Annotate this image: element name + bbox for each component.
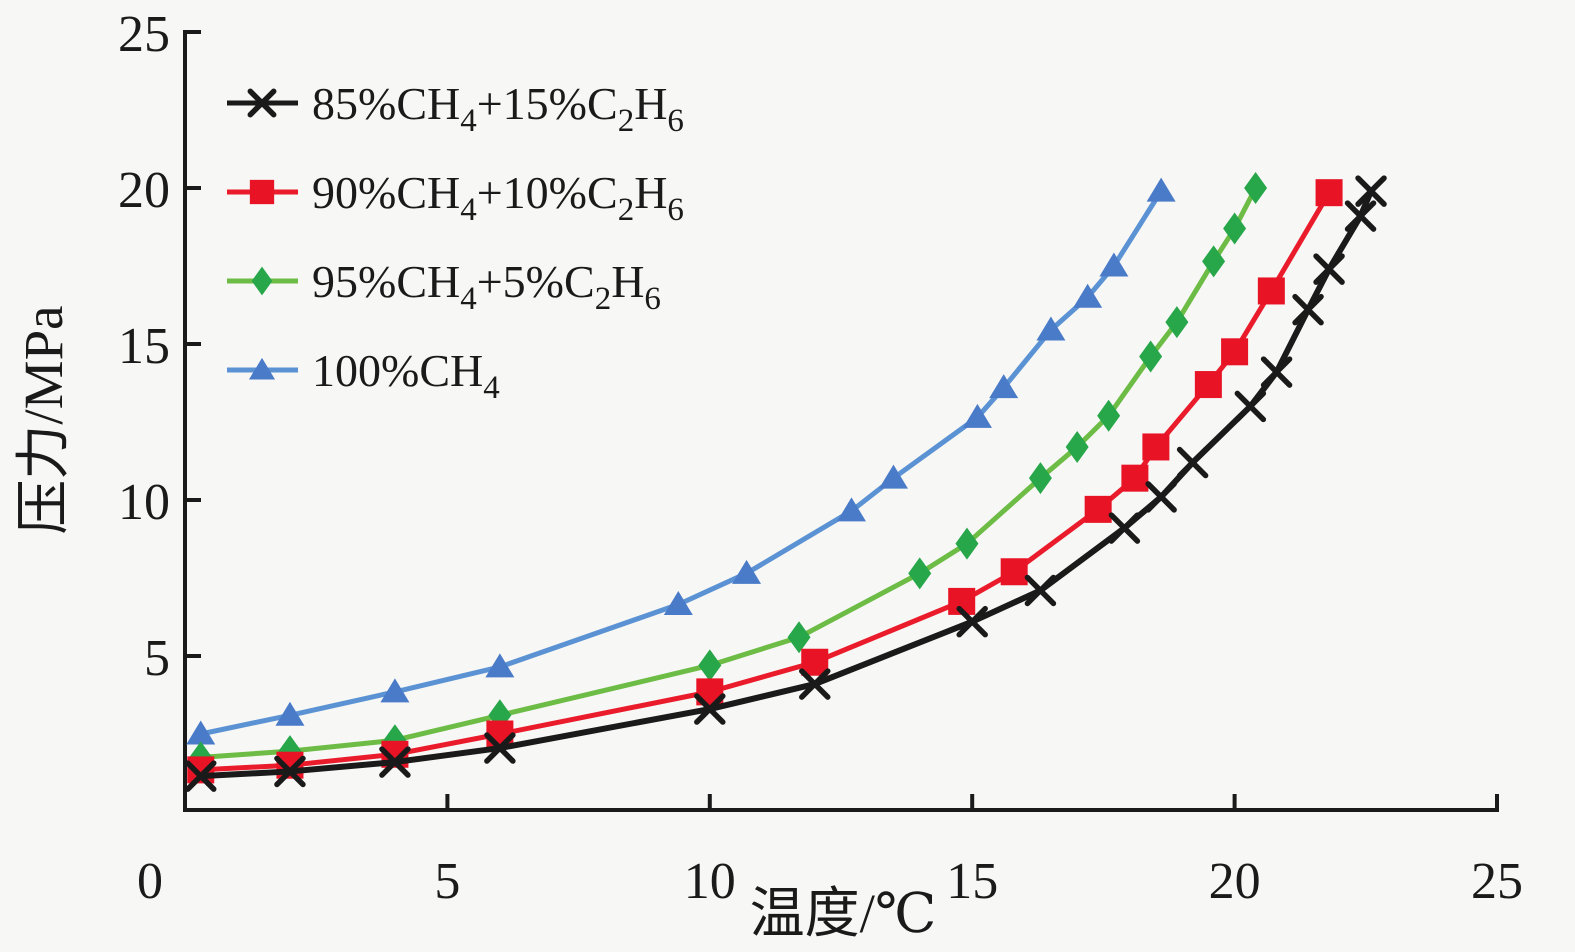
diamond-marker (1139, 340, 1163, 373)
axis-lines (183, 30, 1499, 812)
triangle-marker (1146, 177, 1176, 202)
series-90%CH4+10%C2H6 (187, 179, 1343, 784)
triangle-marker (1036, 316, 1066, 341)
legend-item-95%CH4+5%C2H6: 95%CH4+5%C2H6 (227, 256, 661, 317)
square-marker (1000, 558, 1028, 586)
triangle-marker (1099, 252, 1129, 277)
diamond-marker (1065, 430, 1089, 463)
square-marker (1315, 179, 1343, 207)
x-marker (184, 760, 217, 792)
x-tick-label: 15 (946, 853, 998, 910)
diamond-marker (1223, 212, 1247, 245)
x-marker (1292, 293, 1324, 326)
y-tick-label: 15 (118, 318, 170, 375)
diamond-marker (698, 649, 722, 682)
x-marker (1145, 481, 1177, 513)
x-tick-label: 20 (1209, 853, 1261, 910)
x-marker (1234, 390, 1267, 423)
x-marker (274, 755, 306, 788)
x-marker (379, 746, 411, 778)
legend-label: 100%CH4 (312, 345, 500, 406)
series-100%CH4 (186, 177, 1176, 745)
triangle-marker (380, 678, 410, 703)
diamond-marker (1165, 306, 1189, 339)
legend-label: 85%CH4+15%C2H6 (312, 78, 684, 139)
triangle-marker (962, 403, 992, 428)
x-axis-title: 温度/℃ (750, 883, 937, 944)
x-marker (1344, 200, 1377, 232)
legend-label: 95%CH4+5%C2H6 (312, 256, 661, 317)
legend-label: 90%CH4+10%C2H6 (312, 167, 684, 228)
diamond-marker (251, 266, 273, 296)
y-tick-label: 10 (118, 474, 170, 531)
triangle-marker (186, 720, 216, 745)
y-tick-label: 25 (118, 6, 170, 63)
x-marker (1260, 356, 1293, 388)
triangle-marker (1073, 283, 1103, 308)
x-marker (1313, 253, 1345, 285)
triangle-marker (248, 357, 276, 380)
y-axis-title: 压力/MPa (13, 305, 74, 534)
square-marker (1121, 464, 1149, 492)
x-marker (484, 732, 516, 764)
x-marker (1355, 175, 1387, 207)
x-marker (956, 605, 988, 638)
diamond-marker (1202, 245, 1226, 278)
diamond-marker (1097, 399, 1121, 432)
square-marker (486, 720, 514, 748)
legend-item-100%CH4: 100%CH4 (227, 345, 500, 406)
square-marker (1084, 495, 1112, 523)
y-tick-label: 20 (118, 162, 170, 219)
x-marker (799, 668, 831, 700)
triangle-marker (663, 591, 693, 616)
triangle-marker (878, 464, 908, 489)
x-tick-label: 0 (137, 853, 163, 910)
square-marker (1142, 433, 1170, 461)
x-marker (1108, 512, 1141, 544)
square-marker (1194, 371, 1222, 399)
axes: 0 5 10 15 20 25 5 10 15 20 25 (118, 6, 1523, 910)
y-tick-label: 5 (144, 630, 170, 687)
legend-item-90%CH4+10%C2H6: 90%CH4+10%C2H6 (227, 167, 684, 228)
diamond-marker (908, 557, 932, 590)
triangle-marker (989, 374, 1019, 399)
x-marker (1176, 446, 1209, 479)
series-85%CH4+15%C2H6 (184, 175, 1387, 792)
triangle-marker (275, 701, 305, 726)
diamond-marker (955, 527, 979, 560)
square-marker (1221, 338, 1249, 366)
diamond-marker (1028, 462, 1052, 495)
triangle-marker (732, 559, 762, 584)
series-95%CH4+5%C2H6 (189, 172, 1268, 774)
x-marker (694, 693, 726, 725)
square-marker (1257, 277, 1285, 305)
x-tick-label: 5 (434, 853, 460, 910)
legend-item-85%CH4+15%C2H6: 85%CH4+15%C2H6 (227, 78, 684, 139)
data-series-layer (184, 172, 1387, 792)
triangle-marker (485, 653, 515, 678)
triangle-marker (836, 497, 866, 522)
x-marker (247, 88, 277, 118)
x-marker (1024, 574, 1057, 607)
series-line (198, 185, 1259, 760)
x-tick-label: 10 (684, 853, 736, 910)
legend: 85%CH4+15%C2H6 90%CH4+10%C2H6 95%CH4+5%C2H… (227, 78, 684, 406)
diamond-marker (1244, 172, 1268, 204)
x-tick-label: 25 (1471, 853, 1523, 910)
diamond-marker (787, 621, 811, 654)
square-marker (249, 179, 275, 205)
